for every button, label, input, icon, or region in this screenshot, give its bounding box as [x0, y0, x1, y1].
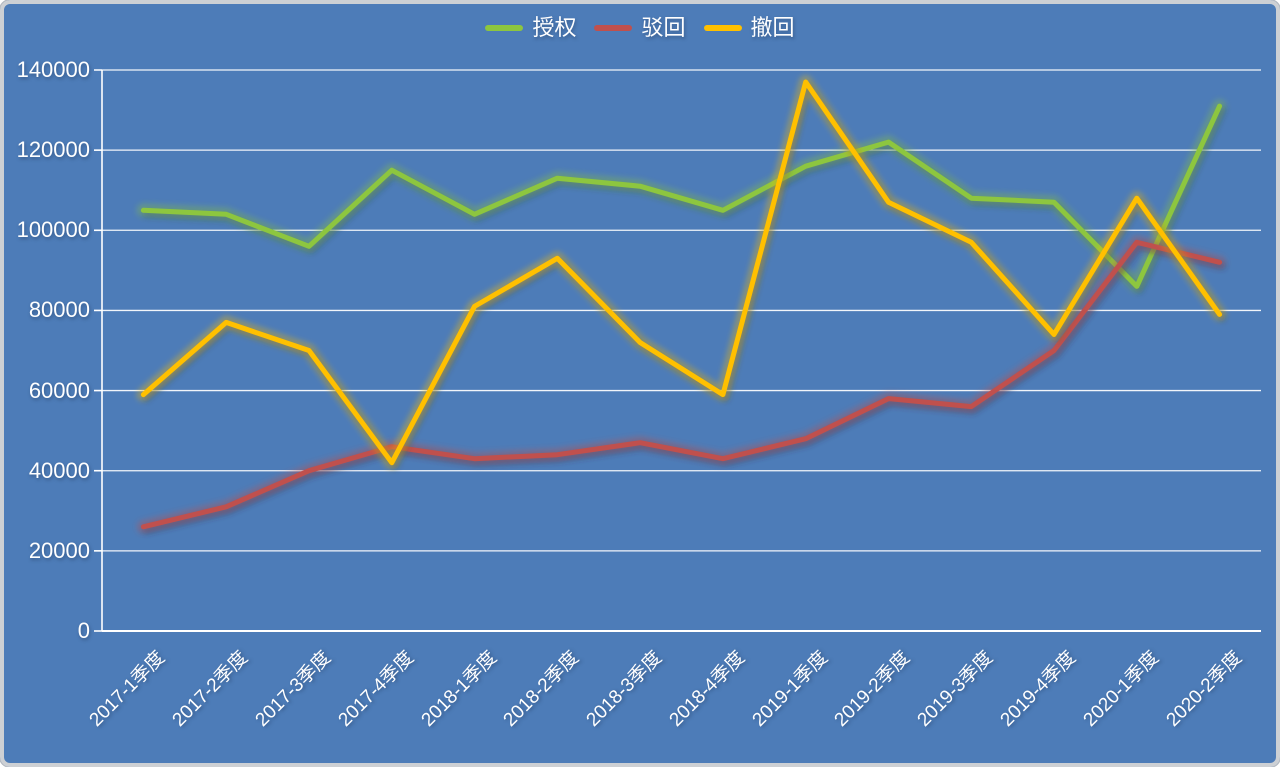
y-tick-label: 40000 — [28, 457, 90, 483]
legend-item-撤回[interactable]: 撤回 — [703, 15, 795, 40]
series-shadow-撤回 — [142, 82, 1226, 470]
legend-swatch-icon — [485, 25, 524, 31]
legend-swatch-icon — [703, 25, 742, 31]
legend-label: 撤回 — [750, 15, 795, 40]
series-line-授权 — [140, 103, 1223, 289]
y-tick-label: 100000 — [16, 217, 90, 243]
series-glow-驳回 — [136, 235, 1227, 534]
legend-item-授权[interactable]: 授权 — [485, 17, 576, 39]
series-line-驳回 — [140, 239, 1223, 530]
y-tick-label: 0 — [77, 618, 90, 643]
y-tick-label: 60000 — [28, 377, 90, 403]
series-line-撤回 — [140, 79, 1223, 466]
y-tick-label: 120000 — [16, 137, 90, 163]
legend-label: 驳回 — [641, 15, 686, 40]
y-tick-label: 140000 — [16, 57, 90, 82]
y-tick-label: 20000 — [28, 537, 90, 563]
legend-swatch-icon — [594, 25, 633, 31]
chart-legend: 授权 驳回 撤回 — [0, 17, 1280, 39]
series-shadow-驳回 — [142, 242, 1226, 534]
legend-item-驳回[interactable]: 驳回 — [594, 15, 686, 40]
legend-label: 授权 — [532, 15, 577, 40]
series-glow-撤回 — [136, 75, 1227, 470]
y-tick-label: 80000 — [28, 297, 90, 323]
